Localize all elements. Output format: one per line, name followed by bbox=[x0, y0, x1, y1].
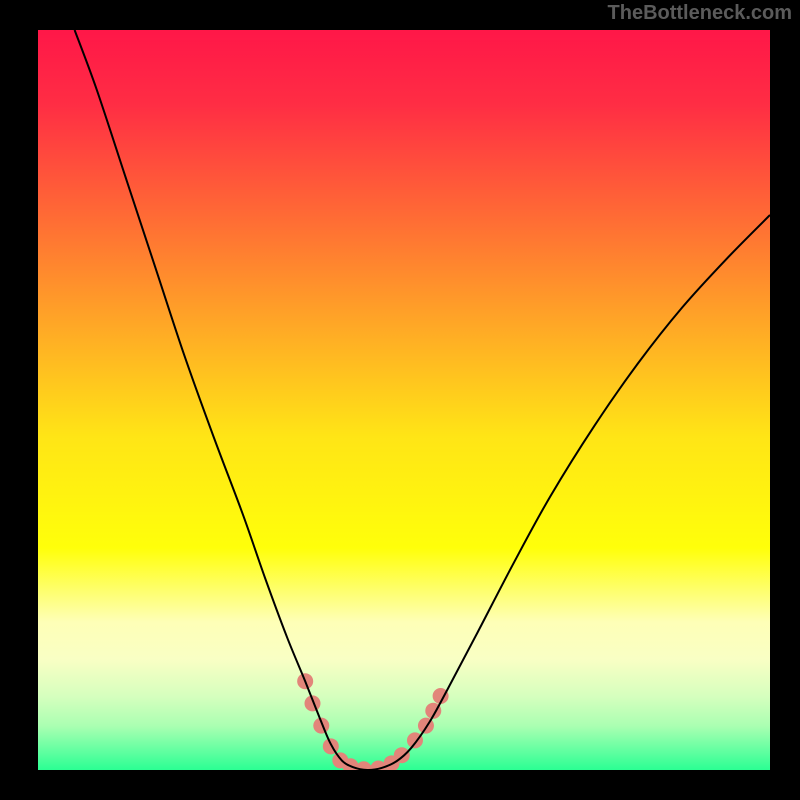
watermark-text: TheBottleneck.com bbox=[608, 2, 792, 25]
chart-svg bbox=[38, 30, 770, 770]
chart-frame: TheBottleneck.com bbox=[0, 0, 800, 800]
plot-area bbox=[38, 30, 770, 770]
gradient-background bbox=[38, 30, 770, 770]
